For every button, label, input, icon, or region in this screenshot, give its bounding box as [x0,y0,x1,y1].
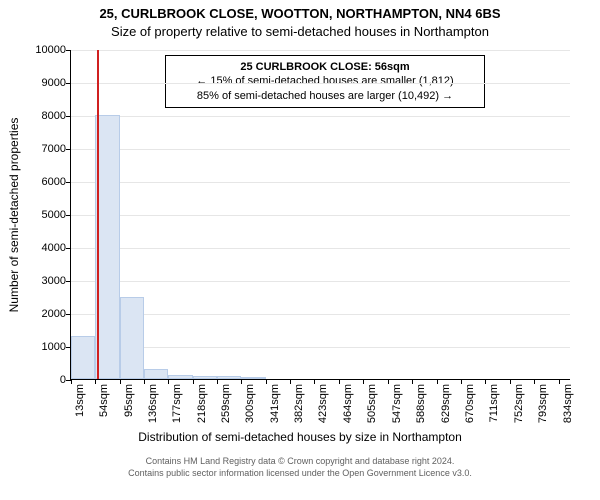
x-tick-mark [290,379,291,384]
x-tick-label: 423sqm [317,384,329,434]
x-tick-mark [266,379,267,384]
x-tick-mark [339,379,340,384]
gridline [71,347,570,348]
x-tick-mark [388,379,389,384]
y-tick-label: 2000 [16,308,66,320]
x-tick-label: 464sqm [342,384,354,434]
x-tick-mark [241,379,242,384]
x-tick-mark [168,379,169,384]
gridline [71,314,570,315]
x-tick-label: 13sqm [74,384,86,434]
y-tick-mark [66,149,71,150]
y-tick-label: 1000 [16,341,66,353]
x-tick-label: 259sqm [220,384,232,434]
y-tick-mark [66,50,71,51]
histogram-bar [95,115,119,379]
annotation-box: 25 CURLBROOK CLOSE: 56sqm ← 15% of semi-… [165,55,485,108]
x-tick-label: 95sqm [123,384,135,434]
histogram-bar [71,336,95,379]
x-tick-label: 793sqm [537,384,549,434]
x-tick-mark [144,379,145,384]
gridline [71,149,570,150]
x-tick-label: 547sqm [391,384,403,434]
annotation-line3: 85% of semi-detached houses are larger (… [174,89,476,103]
gridline [71,83,570,84]
x-tick-label: 382sqm [293,384,305,434]
x-tick-mark [363,379,364,384]
x-tick-label: 300sqm [244,384,256,434]
histogram-bar [120,297,144,380]
x-tick-label: 136sqm [147,384,159,434]
gridline [71,116,570,117]
x-tick-label: 54sqm [98,384,110,434]
x-tick-mark [314,379,315,384]
y-tick-mark [66,248,71,249]
x-tick-mark [412,379,413,384]
marker-line [97,50,99,379]
gridline [71,182,570,183]
y-tick-label: 9000 [16,77,66,89]
x-tick-label: 629sqm [440,384,452,434]
chart-container: { "chart": { "type": "histogram", "title… [0,0,600,500]
gridline [71,248,570,249]
x-tick-mark [485,379,486,384]
y-tick-mark [66,182,71,183]
y-tick-label: 6000 [16,176,66,188]
x-tick-mark [120,379,121,384]
x-tick-label: 670sqm [464,384,476,434]
histogram-bar [193,376,217,379]
x-tick-mark [534,379,535,384]
x-tick-label: 834sqm [562,384,574,434]
x-tick-label: 177sqm [171,384,183,434]
x-tick-mark [95,379,96,384]
credits-text: Contains HM Land Registry data © Crown c… [0,456,600,479]
gridline [71,215,570,216]
y-tick-mark [66,83,71,84]
histogram-bar [168,375,192,379]
y-tick-mark [66,281,71,282]
annotation-line2: ← 15% of semi-detached houses are smalle… [174,74,476,88]
y-tick-label: 10000 [16,44,66,56]
plot-area: 25 CURLBROOK CLOSE: 56sqm ← 15% of semi-… [70,50,570,380]
gridline [71,281,570,282]
x-tick-label: 711sqm [488,384,500,434]
chart-title-sub: Size of property relative to semi-detach… [0,24,600,39]
y-tick-label: 8000 [16,110,66,122]
credit-line1: Contains HM Land Registry data © Crown c… [0,456,600,468]
credit-line2: Contains public sector information licen… [0,468,600,480]
x-tick-label: 341sqm [269,384,281,434]
x-tick-mark [461,379,462,384]
chart-title-main: 25, CURLBROOK CLOSE, WOOTTON, NORTHAMPTO… [0,6,600,21]
x-tick-mark [71,379,72,384]
x-tick-label: 505sqm [366,384,378,434]
x-tick-mark [437,379,438,384]
x-tick-mark [559,379,560,384]
y-tick-label: 0 [16,374,66,386]
x-tick-mark [510,379,511,384]
x-tick-label: 218sqm [196,384,208,434]
x-tick-mark [193,379,194,384]
histogram-bar [241,377,265,379]
histogram-bar [217,376,241,379]
y-tick-label: 3000 [16,275,66,287]
y-tick-label: 5000 [16,209,66,221]
histogram-bar [144,369,168,379]
y-tick-mark [66,215,71,216]
y-tick-mark [66,314,71,315]
y-tick-label: 7000 [16,143,66,155]
y-tick-label: 4000 [16,242,66,254]
gridline [71,50,570,51]
x-tick-mark [217,379,218,384]
x-tick-label: 752sqm [513,384,525,434]
y-tick-mark [66,116,71,117]
x-tick-label: 588sqm [415,384,427,434]
annotation-line1: 25 CURLBROOK CLOSE: 56sqm [174,60,476,74]
